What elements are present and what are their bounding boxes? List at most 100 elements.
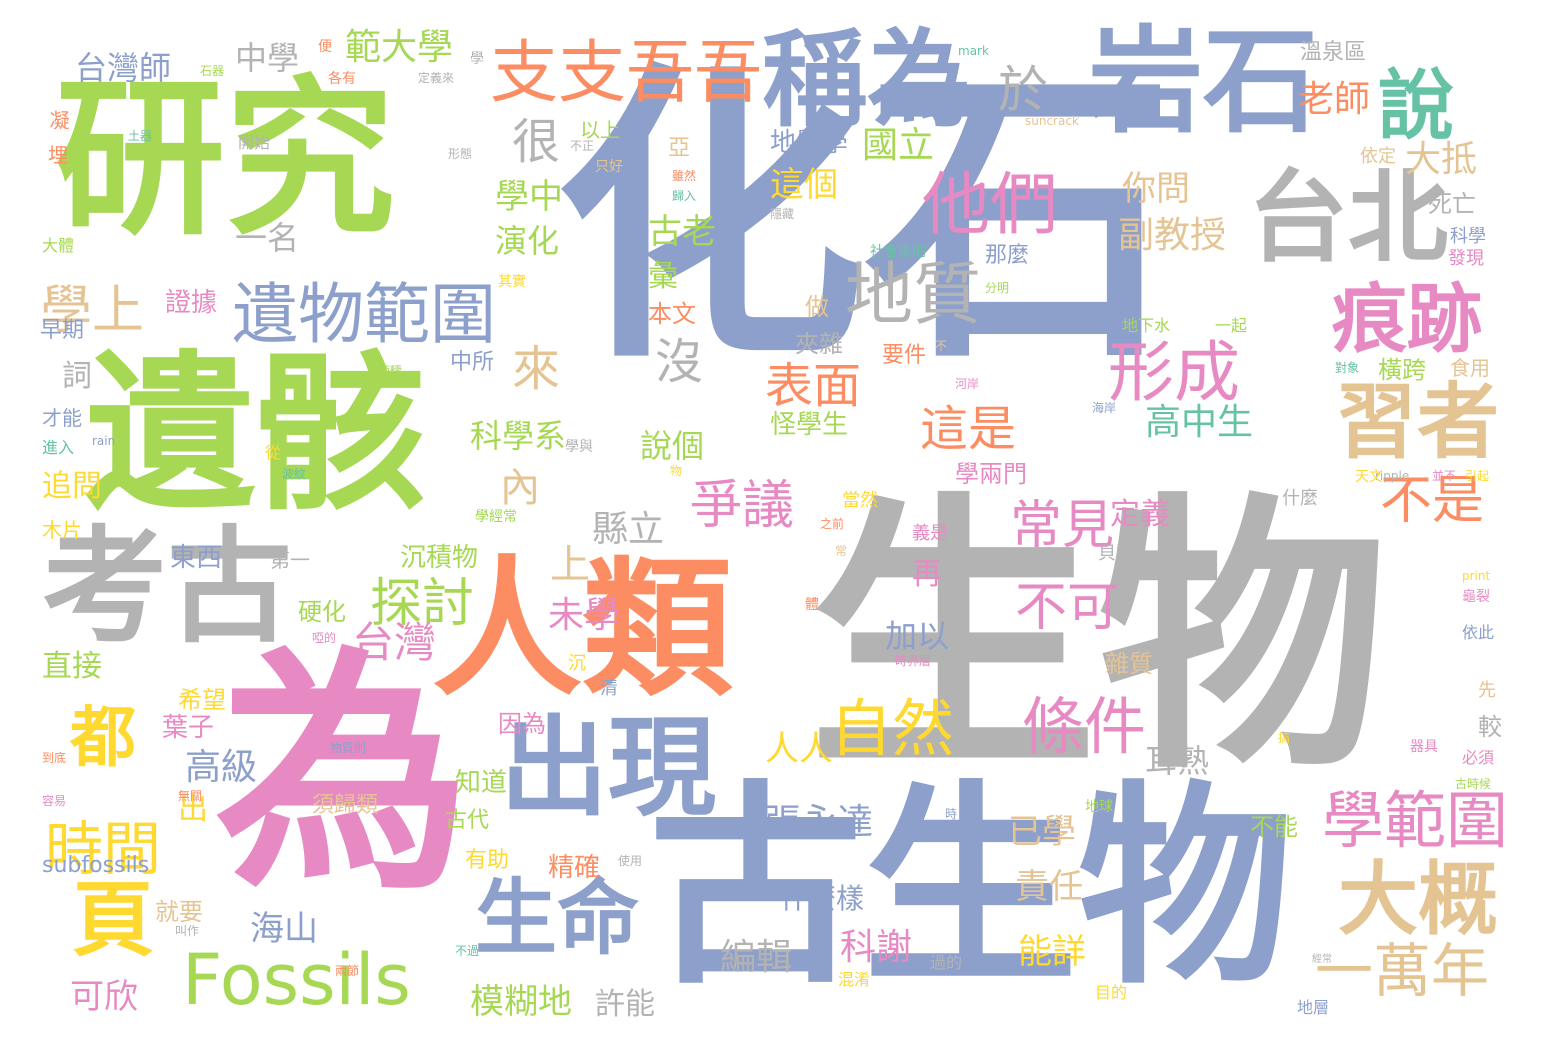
word-w91: 沉積物 (400, 543, 479, 573)
word-w86: 中所 (450, 350, 495, 375)
word-w13: 支支吾吾 (490, 34, 763, 113)
word-w80: 再 (912, 557, 942, 592)
word-w108: 做 (805, 293, 829, 321)
word-w25: 條件 (1022, 690, 1147, 763)
word-w155: 經常 (1312, 954, 1332, 965)
word-w126: 進入 (42, 438, 75, 457)
word-w1: 化石 (555, 39, 1175, 400)
word-w11: 出現 (500, 706, 717, 831)
word-w60: 副教授 (1118, 215, 1227, 256)
word-w153: 目的 (1095, 983, 1128, 1002)
word-w45: 台灣 (352, 618, 437, 667)
word-w123: 亞 (668, 136, 691, 161)
word-w167: 叫作 (175, 924, 200, 938)
word-w93: 葉子 (162, 713, 215, 743)
word-w70: 高級 (185, 747, 258, 788)
word-w131: 埋 (48, 143, 68, 167)
word-w198: 常 (835, 544, 848, 558)
word-w148: 引起 (1465, 469, 1490, 483)
word-w48: 台灣師 (75, 49, 172, 87)
word-w159: 之前 (820, 517, 845, 531)
word-w77: 什麼樣 (780, 882, 865, 915)
word-w54: 這個 (770, 165, 838, 205)
word-w2: 生物 (808, 471, 1388, 808)
word-w46: 範大學 (345, 27, 454, 68)
word-w99: 有助 (465, 848, 510, 873)
word-w173: 時 (945, 807, 958, 821)
word-w38: 這是 (920, 401, 1017, 457)
word-w12: 台北 (1248, 159, 1448, 276)
word-w154: 不過 (455, 944, 480, 958)
word-w181: 波紋 (282, 467, 307, 481)
word-w6: 遺骸 (85, 336, 426, 534)
word-w90: 硬化 (298, 598, 346, 626)
word-w190: 分明 (985, 281, 1010, 295)
word-w175: 搞 (1278, 731, 1291, 745)
word-w9: 岩石 (1088, 15, 1319, 149)
word-w140: print (1462, 569, 1491, 583)
word-w135: 定義來 (418, 71, 455, 85)
word-w61: 高中生 (1145, 402, 1254, 443)
word-w107: 夾雜 (795, 330, 843, 358)
word-w120: 橫跨 (1378, 356, 1426, 384)
word-w124: 本文 (648, 300, 696, 328)
word-w178: 啞的 (312, 631, 337, 645)
word-w160: 學經常 (475, 509, 517, 525)
word-w8: 考古 (42, 515, 292, 660)
word-w89: 第一 (270, 548, 310, 572)
word-w57: 老師 (1298, 79, 1371, 120)
word-w164: 到底 (42, 751, 67, 765)
word-w122: 以上 (580, 118, 620, 142)
word-w35: 不可 (1015, 578, 1120, 638)
word-w195: 其實 (498, 274, 526, 290)
word-w188: 隱藏 (770, 207, 795, 221)
word-w100: 精確 (548, 853, 601, 883)
word-w174: 器具 (1410, 739, 1438, 755)
word-w84: 詞 (62, 359, 92, 394)
word-w144: 必須 (1462, 748, 1495, 767)
word-w161: 物 (670, 464, 683, 478)
word-w97: 古代 (445, 808, 490, 833)
word-w138: ripple (1375, 469, 1410, 483)
word-w23: 他們 (922, 166, 1059, 245)
word-w39: 很 (512, 114, 561, 170)
word-w56: 地質學 (770, 128, 849, 158)
word-w128: 大體 (42, 236, 75, 255)
word-w26: 自然 (830, 692, 955, 765)
word-w52: 古老 (648, 212, 716, 252)
word-w113: 一起 (1215, 316, 1248, 335)
word-w51: 演化 (495, 222, 560, 260)
word-w189: 社會後則 (870, 244, 926, 260)
word-w32: 探討 (370, 574, 475, 634)
word-w72: 可欣 (70, 977, 138, 1017)
word-w31: 爭議 (690, 476, 795, 536)
word-w63: 未學 (548, 595, 621, 636)
word-w16: 習者 (1335, 375, 1500, 470)
word-w145: 古時候 (1455, 777, 1492, 791)
word-w37: 表面 (765, 358, 862, 414)
word-w149: 什麼 (1282, 488, 1318, 509)
word-w68: 責任 (1015, 867, 1083, 907)
word-w185: 不正 (570, 139, 595, 153)
word-w74: 許能 (595, 987, 655, 1022)
word-w197: 學 (470, 51, 484, 67)
word-w139: rain (92, 434, 116, 448)
word-w162: 清 (600, 678, 618, 699)
word-w64: 張永達 (765, 802, 874, 843)
word-w182: 範疇 (378, 364, 403, 378)
word-w22: 形成 (1108, 334, 1240, 411)
word-w152: 地球 (1085, 799, 1113, 815)
word-w5: 研究 (55, 61, 396, 259)
word-w53: 彙 (648, 259, 678, 294)
word-w43: 內 (500, 465, 540, 511)
word-w157: 當然 (842, 490, 878, 511)
word-w33: 學上 (40, 281, 145, 341)
word-w172: 混淆 (838, 970, 871, 989)
word-w103: subfossils (42, 853, 150, 878)
word-w168: 兩節 (335, 964, 360, 978)
word-w27: 頁 (72, 873, 155, 968)
word-w111: 要件 (882, 343, 927, 368)
word-w158: 義是 (912, 523, 948, 544)
word-w83: 證據 (165, 288, 218, 318)
